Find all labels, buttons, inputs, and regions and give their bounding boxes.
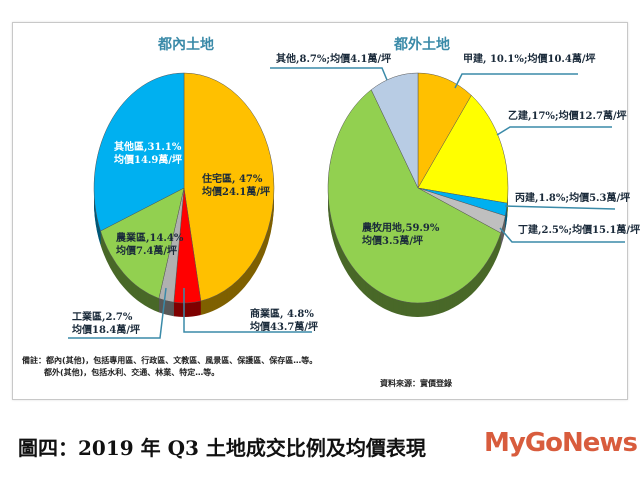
leader-jia	[454, 73, 578, 89]
leader-lines	[68, 67, 625, 339]
pie-nonurban	[327, 72, 509, 318]
label-farmland: 農牧用地,59.9% 均價3.5萬/坪	[362, 223, 440, 247]
figure-caption: 圖四：2019 年 Q3 土地成交比例及均價表現	[18, 436, 426, 460]
pie-slice-4	[327, 89, 502, 304]
pie-slice-3	[100, 187, 185, 299]
label-ding: 丁建,2.5%;均價15.1萬/坪	[518, 225, 640, 236]
label-agricultural: 農業區,14.4% 均價7.4萬/坪	[116, 233, 184, 257]
leader-yi	[496, 126, 612, 136]
pie-slice-4	[93, 72, 185, 232]
label-other-nonurban: 其他,8.7%;均價4.1萬/坪	[276, 54, 392, 65]
label-jia: 甲建, 10.1%;均價10.4萬/坪	[463, 54, 596, 65]
label-residential: 住宅區, 47% 均價24.1萬/坪	[202, 174, 271, 198]
leader-commercial	[183, 288, 312, 333]
leader-other-nonurban	[270, 67, 388, 81]
leader-ding	[499, 227, 625, 243]
urban-title: 都內土地	[158, 37, 214, 53]
pie-slice-1	[417, 94, 509, 204]
note-line1: 備註：都內(其他)，包括專用區、行政區、文教區、風景區、保護區、保存區…等。	[22, 356, 318, 365]
leader-industrial	[68, 287, 167, 339]
data-source: 資料來源：實價登錄	[380, 379, 452, 388]
leader-bing	[504, 205, 616, 210]
label-commercial: 商業區, 4.8% 均價43.7萬/坪	[250, 309, 319, 333]
watermark-logo: MyGoNews	[484, 428, 638, 458]
pie-slice-5	[370, 72, 419, 189]
chart-frame	[12, 22, 628, 400]
label-bing: 丙建,1.8%;均價5.3萬/坪	[515, 193, 631, 204]
pie-urban	[93, 72, 275, 317]
label-yi: 乙建,17%;均價12.7萬/坪	[508, 111, 627, 122]
pie-slice-0	[417, 72, 472, 189]
note-line2: 都外(其他)，包括水利、交通、林業、特定…等。	[44, 368, 220, 377]
nonurban-title: 都外土地	[394, 37, 450, 53]
pie-slice-0	[183, 72, 275, 302]
label-industrial: 工業區,2.7% 均價18.4萬/坪	[72, 312, 141, 336]
label-other-urban: 其他區,31.1% 均價14.9萬/坪	[114, 142, 183, 166]
